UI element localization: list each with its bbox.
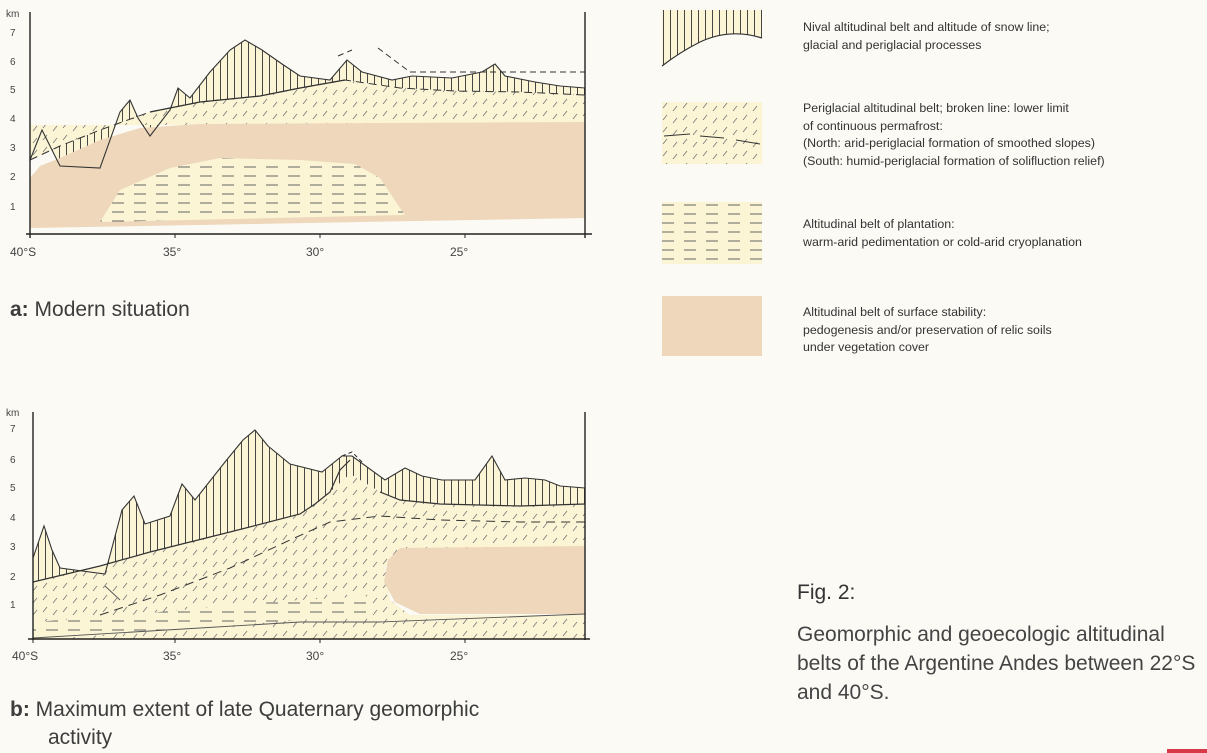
y-tick-labels: 7 6 5 4 3 2 1 xyxy=(10,28,16,213)
x-tick-label: 25° xyxy=(450,649,468,663)
x-tick-label: 35° xyxy=(163,245,181,259)
legend-swatch-periglacial xyxy=(662,102,762,164)
permafrost-limit-line xyxy=(99,515,585,616)
panel-b-diagram: km 7 6 5 4 3 2 1 40°S 35° 30° 25° xyxy=(6,408,590,663)
y-tick-label: 7 xyxy=(10,424,16,435)
panel-b-caption: b: Maximum extent of late Quaternary geo… xyxy=(10,696,479,752)
caption-line: activity xyxy=(48,726,113,749)
legend-line: Altitudinal belt of plantation: xyxy=(803,217,955,231)
legend-line: Nival altitudinal belt and altitude of s… xyxy=(803,20,1050,34)
periglacial-belt-area xyxy=(30,80,585,160)
legend-line: Periglacial altitudinal belt; broken lin… xyxy=(803,101,1069,115)
relic-slope-line xyxy=(32,585,586,639)
x-tick-label: 35° xyxy=(163,649,181,663)
y-tick-label: 4 xyxy=(10,513,16,524)
y-tick-label: 4 xyxy=(10,114,16,125)
legend-swatch-plantation xyxy=(662,202,762,264)
relief-profile-line xyxy=(32,429,586,575)
legend-periglacial-text: Periglacial altitudinal belt; broken lin… xyxy=(803,100,1105,170)
legend-nival-text: Nival altitudinal belt and altitude of s… xyxy=(803,19,1050,54)
y-tick-label: 3 xyxy=(10,143,16,154)
caption-prefix: b: xyxy=(10,698,30,721)
legend-line: warm-arid pedimentation or cold-arid cry… xyxy=(803,234,1082,249)
legend-swatch-nival xyxy=(661,10,763,67)
y-tick-label: 6 xyxy=(10,57,16,68)
caption-line: b: Maximum extent of late Quaternary geo… xyxy=(10,696,479,724)
caption-text: Modern situation xyxy=(34,298,190,321)
y-tick-label: 2 xyxy=(10,172,16,183)
snow-line xyxy=(32,459,586,583)
caption-prefix: a: xyxy=(10,298,29,321)
plantation-belt-area xyxy=(33,596,374,640)
legend-line: pedogenesis and/or preservation of relic… xyxy=(803,322,1052,337)
late-quaternary-snowline-line xyxy=(337,47,585,73)
legend-line: (South: humid-periglacial formation of s… xyxy=(803,153,1105,168)
y-tick-label: 6 xyxy=(10,455,16,466)
x-tick-label: 40°S xyxy=(12,649,38,663)
legend-line: glacial and periglacial processes xyxy=(803,37,982,52)
x-tick-label: 30° xyxy=(306,245,324,259)
legend-line: under vegetation cover xyxy=(803,340,930,354)
plantation-belt-area xyxy=(100,158,405,222)
legend-plantation-text: Altitudinal belt of plantation: warm-ari… xyxy=(803,216,1082,251)
legend-swatch-stability xyxy=(662,296,762,356)
x-tick-marks xyxy=(32,639,466,643)
x-tick-label: 30° xyxy=(306,649,324,663)
y-unit-label: km xyxy=(6,9,19,20)
x-tick-marks xyxy=(29,234,466,238)
legend-line: (North: arid-periglacial formation of sm… xyxy=(803,136,1095,150)
y-tick-labels: 7 6 5 4 3 2 1 xyxy=(10,424,16,611)
y-tick-label: 5 xyxy=(10,483,16,494)
y-tick-label: 1 xyxy=(10,202,16,213)
panel-a-diagram: km 7 6 5 4 3 2 1 40°S 35° 30° 25° xyxy=(6,9,592,259)
legend-stability-text: Altitudinal belt of surface stability: p… xyxy=(803,304,1052,357)
permafrost-limit-line xyxy=(29,79,586,161)
x-tick-label: 25° xyxy=(450,245,468,259)
surface-stability-belt-area xyxy=(384,546,585,614)
summit-dashed-outline xyxy=(341,451,363,463)
periglacial-belt-area xyxy=(33,474,585,640)
y-tick-label: 1 xyxy=(10,600,16,611)
figure-title: Fig. 2: xyxy=(797,581,856,604)
legend-line: of continuous permafrost: xyxy=(803,118,943,133)
x-tick-label: 40°S xyxy=(10,245,36,259)
y-unit-label: km xyxy=(6,408,19,419)
y-tick-label: 3 xyxy=(10,542,16,553)
caption-text: Maximum extent of late Quaternary geomor… xyxy=(35,698,480,721)
legend-line: Altitudinal belt of surface stability: xyxy=(803,305,987,319)
y-tick-label: 5 xyxy=(10,85,16,96)
y-tick-label: 7 xyxy=(10,28,16,39)
nival-belt-area xyxy=(33,430,585,582)
corner-mark xyxy=(1167,749,1207,753)
relief-profile-line xyxy=(29,39,586,169)
y-tick-label: 2 xyxy=(10,572,16,583)
figure-description: Geomorphic and geoecologic altitudinal b… xyxy=(797,623,1196,704)
panel-a-caption: a: Modern situation xyxy=(10,296,190,324)
